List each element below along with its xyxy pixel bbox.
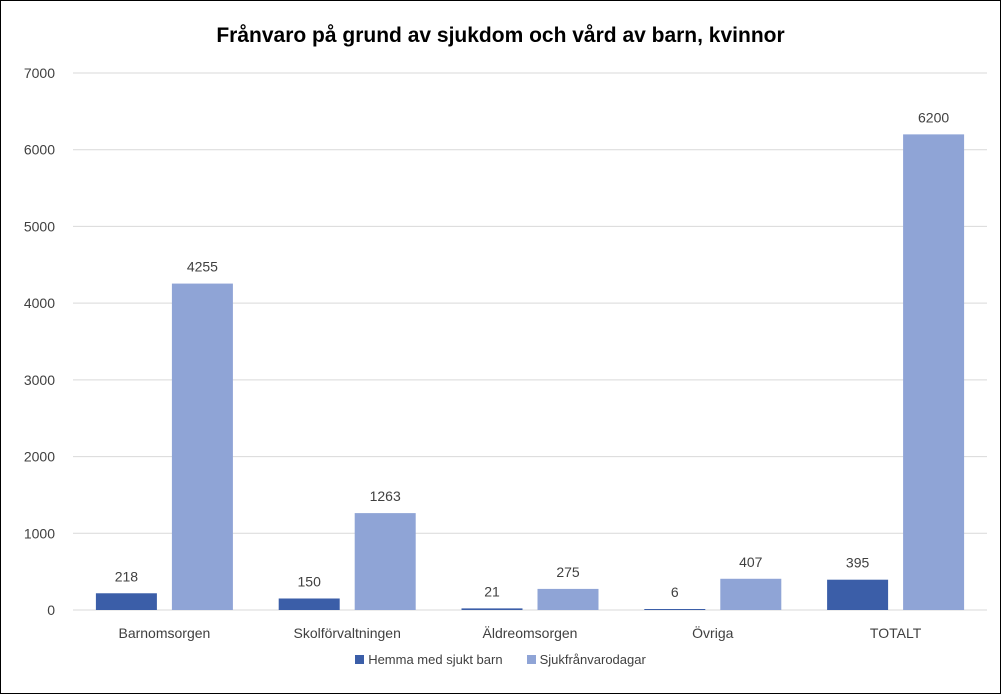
- bars: [95, 134, 965, 610]
- x-category-label: Skolförvaltningen: [293, 625, 400, 641]
- bar-1-totalt: [827, 579, 889, 610]
- legend-label-series-2: Sjukfrånvarodagar: [539, 652, 646, 667]
- data-label: 150: [298, 573, 322, 589]
- bar-2-äldreomsorgen: [537, 588, 599, 610]
- y-tick-label: 7000: [24, 65, 55, 81]
- bar-1-barnomsorgen: [95, 593, 157, 610]
- y-tick-label: 0: [47, 602, 55, 618]
- bar-2-skolförvaltningen: [354, 513, 416, 610]
- legend-label-series-1: Hemma med sjukt barn: [368, 652, 503, 667]
- legend: Hemma med sjukt barn Sjukfrånvarodagar: [0, 652, 1001, 667]
- x-category-label: Äldreomsorgen: [483, 625, 578, 641]
- data-labels: 218 4255 150 1263 21 275 6 407 395 6200: [115, 109, 950, 600]
- bar-2-barnomsorgen: [171, 283, 233, 610]
- y-tick-label: 2000: [24, 449, 55, 465]
- data-label: 275: [556, 564, 580, 580]
- legend-item-series-2: Sjukfrånvarodagar: [526, 652, 646, 667]
- bar-2-totalt: [903, 134, 965, 610]
- y-tick-label: 4000: [24, 295, 55, 311]
- y-tick-label: 3000: [24, 372, 55, 388]
- bar-2-övriga: [720, 578, 782, 610]
- bar-1-skolförvaltningen: [278, 598, 340, 610]
- y-tick-label: 5000: [24, 218, 55, 234]
- x-axis-categories: Barnomsorgen Skolförvaltningen Äldreomsorg…: [118, 624, 921, 641]
- data-label: 407: [739, 554, 763, 570]
- y-axis-ticks: 0 1000 2000 3000 4000 5000 6000 7000: [24, 65, 55, 618]
- data-label: 21: [484, 583, 500, 599]
- data-label: 395: [846, 555, 870, 571]
- bar-1-äldreomsorgen: [461, 608, 523, 610]
- legend-swatch-series-1: [355, 655, 365, 664]
- bar-1-övriga: [644, 609, 706, 610]
- legend-swatch-series-2: [526, 655, 536, 664]
- y-tick-label: 6000: [24, 142, 55, 158]
- x-category-label: Övriga: [692, 624, 733, 641]
- data-label: 218: [115, 568, 139, 584]
- data-label: 4255: [187, 259, 218, 275]
- x-category-label: Barnomsorgen: [118, 625, 210, 641]
- y-tick-label: 1000: [24, 525, 55, 541]
- x-category-label: TOTALT: [870, 625, 922, 641]
- legend-item-series-1: Hemma med sjukt barn: [355, 652, 503, 667]
- data-label: 6200: [918, 109, 949, 125]
- chart-title: Frånvaro på grund av sjukdom och vård av…: [216, 24, 785, 47]
- data-label: 6: [671, 584, 679, 600]
- data-label: 1263: [370, 488, 401, 504]
